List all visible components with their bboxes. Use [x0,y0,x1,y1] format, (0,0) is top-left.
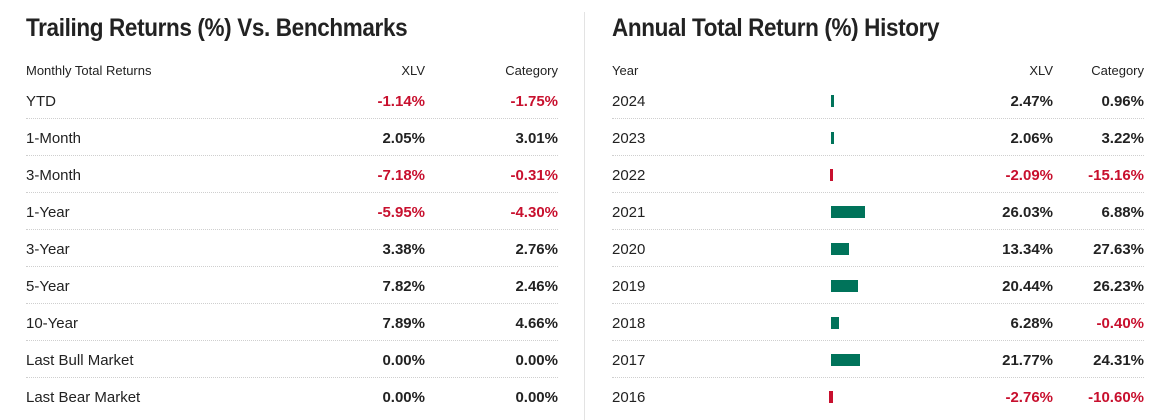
category-value: 6.88% [1101,204,1144,221]
return-bar [830,169,833,181]
year-label: 2023 [612,130,646,147]
row-label: Last Bear Market [26,389,141,406]
category-value: -0.40% [1096,315,1144,332]
row-label: YTD [26,93,56,110]
category-value: 26.23% [1093,278,1144,295]
xlv-value: 2.05% [382,130,425,147]
header-monthly-total-returns: Monthly Total Returns [26,63,152,78]
category-value: 27.63% [1093,241,1144,258]
category-value: 0.00% [515,352,558,369]
table-row: 3-Month -7.18% -0.31% [26,156,558,193]
table-row: 1-Month 2.05% 3.01% [26,119,558,156]
category-value: 0.96% [1101,93,1144,110]
table-row: YTD -1.14% -1.75% [26,82,558,119]
xlv-value: 26.03% [1002,204,1053,221]
return-bar [831,132,834,144]
return-bar [831,206,866,218]
year-label: 2016 [612,389,646,406]
category-value: 3.22% [1101,130,1144,147]
table-row: 2017 21.77% 24.31% [612,341,1144,378]
header-xlv: XLV [1029,63,1053,78]
xlv-value: 7.89% [382,315,425,332]
row-label: 3-Year [26,241,70,258]
xlv-value: 0.00% [382,389,425,406]
table-row: 2021 26.03% 6.88% [612,193,1144,230]
year-label: 2024 [612,93,646,110]
return-bar [831,280,858,292]
xlv-value: 2.06% [1010,130,1053,147]
annual-return-title: Annual Total Return (%) History [612,14,940,42]
row-label: Last Bull Market [26,352,134,369]
return-bar [831,95,835,107]
return-bar [831,243,849,255]
xlv-value: -5.95% [377,204,425,221]
year-label: 2019 [612,278,646,295]
xlv-value: 7.82% [382,278,425,295]
xlv-value: 20.44% [1002,278,1053,295]
row-label: 5-Year [26,278,70,295]
table-row: 2024 2.47% 0.96% [612,82,1144,119]
category-value: -1.75% [510,93,558,110]
table-row: 3-Year 3.38% 2.76% [26,230,558,267]
category-value: 2.46% [515,278,558,295]
year-label: 2021 [612,204,646,221]
year-label: 2020 [612,241,646,258]
category-value: 2.76% [515,241,558,258]
return-bar [829,391,833,403]
return-bar [831,354,860,366]
category-value: 3.01% [515,130,558,147]
annual-table-header: Year XLV Category [612,63,1144,81]
category-value: -15.16% [1088,167,1144,184]
category-value: -0.31% [510,167,558,184]
category-value: 0.00% [515,389,558,406]
xlv-value: 13.34% [1002,241,1053,258]
trailing-returns-panel: Trailing Returns (%) Vs. Benchmarks Mont… [26,0,558,420]
xlv-value: 0.00% [382,352,425,369]
trailing-table-header: Monthly Total Returns XLV Category [26,63,558,81]
table-row: 10-Year 7.89% 4.66% [26,304,558,341]
panel-divider [584,12,585,420]
header-xlv: XLV [401,63,425,78]
annual-return-panel: Annual Total Return (%) History Year XLV… [612,0,1144,420]
table-row: 2019 20.44% 26.23% [612,267,1144,304]
table-row: 5-Year 7.82% 2.46% [26,267,558,304]
xlv-value: 21.77% [1002,352,1053,369]
xlv-value: -1.14% [377,93,425,110]
table-row: 1-Year -5.95% -4.30% [26,193,558,230]
annual-table-body: 2024 2.47% 0.96% 2023 2.06% 3.22% 2022 -2.09%… [612,82,1144,415]
xlv-value: -2.76% [1005,389,1053,406]
table-row: Last Bull Market 0.00% 0.00% [26,341,558,378]
return-bar [831,317,840,329]
table-row: 2018 6.28% -0.40% [612,304,1144,341]
header-category: Category [505,63,558,78]
category-value: -4.30% [510,204,558,221]
table-row: Last Bear Market 0.00% 0.00% [26,378,558,415]
year-label: 2022 [612,167,646,184]
xlv-value: 3.38% [382,241,425,258]
trailing-returns-title: Trailing Returns (%) Vs. Benchmarks [26,14,408,42]
row-label: 10-Year [26,315,78,332]
category-value: 24.31% [1093,352,1144,369]
table-row: 2022 -2.09% -15.16% [612,156,1144,193]
category-value: 4.66% [515,315,558,332]
year-label: 2017 [612,352,646,369]
table-row: 2016 -2.76% -10.60% [612,378,1144,415]
xlv-value: -7.18% [377,167,425,184]
xlv-value: -2.09% [1005,167,1053,184]
table-row: 2023 2.06% 3.22% [612,119,1144,156]
xlv-value: 6.28% [1010,315,1053,332]
trailing-table-body: YTD -1.14% -1.75% 1-Month 2.05% 3.01% 3-Mont… [26,82,558,415]
xlv-value: 2.47% [1010,93,1053,110]
category-value: -10.60% [1088,389,1144,406]
header-category: Category [1091,63,1144,78]
row-label: 1-Month [26,130,82,147]
row-label: 3-Month [26,167,82,184]
table-row: 2020 13.34% 27.63% [612,230,1144,267]
row-label: 1-Year [26,204,70,221]
header-year: Year [612,63,639,78]
year-label: 2018 [612,315,646,332]
